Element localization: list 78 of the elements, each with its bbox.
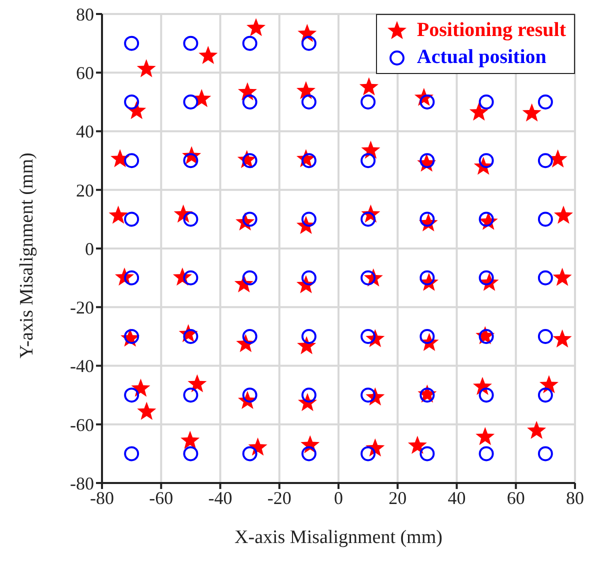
- x-tick-label: 0: [334, 488, 343, 508]
- point: [297, 336, 316, 354]
- point: [242, 328, 258, 344]
- point: [124, 446, 140, 462]
- x-axis-title: X-axis Misalignment (mm): [234, 527, 442, 548]
- point: [242, 446, 258, 462]
- point: [180, 430, 200, 449]
- point: [124, 36, 140, 51]
- point: [124, 94, 140, 110]
- point: [183, 270, 198, 286]
- point: [360, 94, 376, 110]
- y-axis-title: Y-axis Misalignment (mm): [16, 152, 38, 358]
- point: [527, 420, 546, 439]
- point: [137, 402, 156, 420]
- point: [183, 94, 198, 110]
- point: [478, 388, 494, 403]
- point: [538, 270, 553, 286]
- y-tick-label: -60: [70, 414, 94, 435]
- point: [301, 328, 316, 344]
- point: [420, 446, 435, 462]
- y-tick-label: -40: [70, 356, 94, 376]
- point: [478, 153, 494, 168]
- point: [478, 94, 494, 110]
- point: [538, 94, 553, 110]
- point: [301, 446, 316, 462]
- point: [301, 94, 316, 110]
- x-tick-label: 40: [448, 488, 466, 508]
- point: [198, 46, 218, 64]
- point: [183, 446, 198, 462]
- point: [360, 153, 376, 168]
- point: [301, 36, 316, 51]
- point: [548, 149, 568, 168]
- point: [552, 329, 572, 348]
- y-tick-label: 20: [76, 180, 94, 200]
- point: [478, 446, 494, 462]
- point: [478, 212, 494, 227]
- x-tick-label: -60: [149, 488, 174, 508]
- point: [408, 436, 427, 454]
- point: [296, 81, 316, 100]
- point: [136, 59, 156, 78]
- x-tick-label: -40: [208, 488, 232, 508]
- y-tick-label: -20: [70, 298, 94, 318]
- y-tick-label: 60: [76, 63, 94, 84]
- point: [538, 446, 553, 462]
- point: [552, 268, 572, 286]
- y-tick-label: 0: [85, 238, 94, 259]
- x-tick-label: 20: [388, 488, 407, 508]
- point: [188, 374, 207, 392]
- point: [554, 206, 573, 224]
- point: [124, 388, 140, 403]
- point: [538, 388, 553, 403]
- y-tick-label: 40: [76, 122, 94, 142]
- point: [359, 77, 378, 96]
- point: [539, 375, 558, 394]
- x-tick-label: -20: [267, 488, 292, 508]
- point: [124, 153, 140, 168]
- point: [478, 270, 494, 286]
- point: [183, 388, 198, 403]
- point: [131, 378, 150, 397]
- point: [476, 426, 495, 446]
- point: [124, 212, 140, 227]
- point: [538, 328, 553, 344]
- y-tick-label: -80: [70, 473, 94, 494]
- legend-label: Positioning result: [416, 19, 566, 42]
- point: [522, 103, 542, 122]
- point: [242, 36, 258, 51]
- point: [110, 149, 130, 168]
- point: [538, 153, 553, 168]
- point: [246, 18, 266, 36]
- legend-label: Actual position: [416, 46, 546, 69]
- point: [469, 102, 488, 121]
- x-tick-label: 60: [506, 488, 525, 508]
- x-tick-label: 80: [566, 488, 584, 508]
- point: [242, 94, 258, 110]
- point: [538, 212, 553, 227]
- y-tick-label: 80: [76, 4, 94, 24]
- point: [108, 206, 128, 224]
- point: [183, 36, 198, 51]
